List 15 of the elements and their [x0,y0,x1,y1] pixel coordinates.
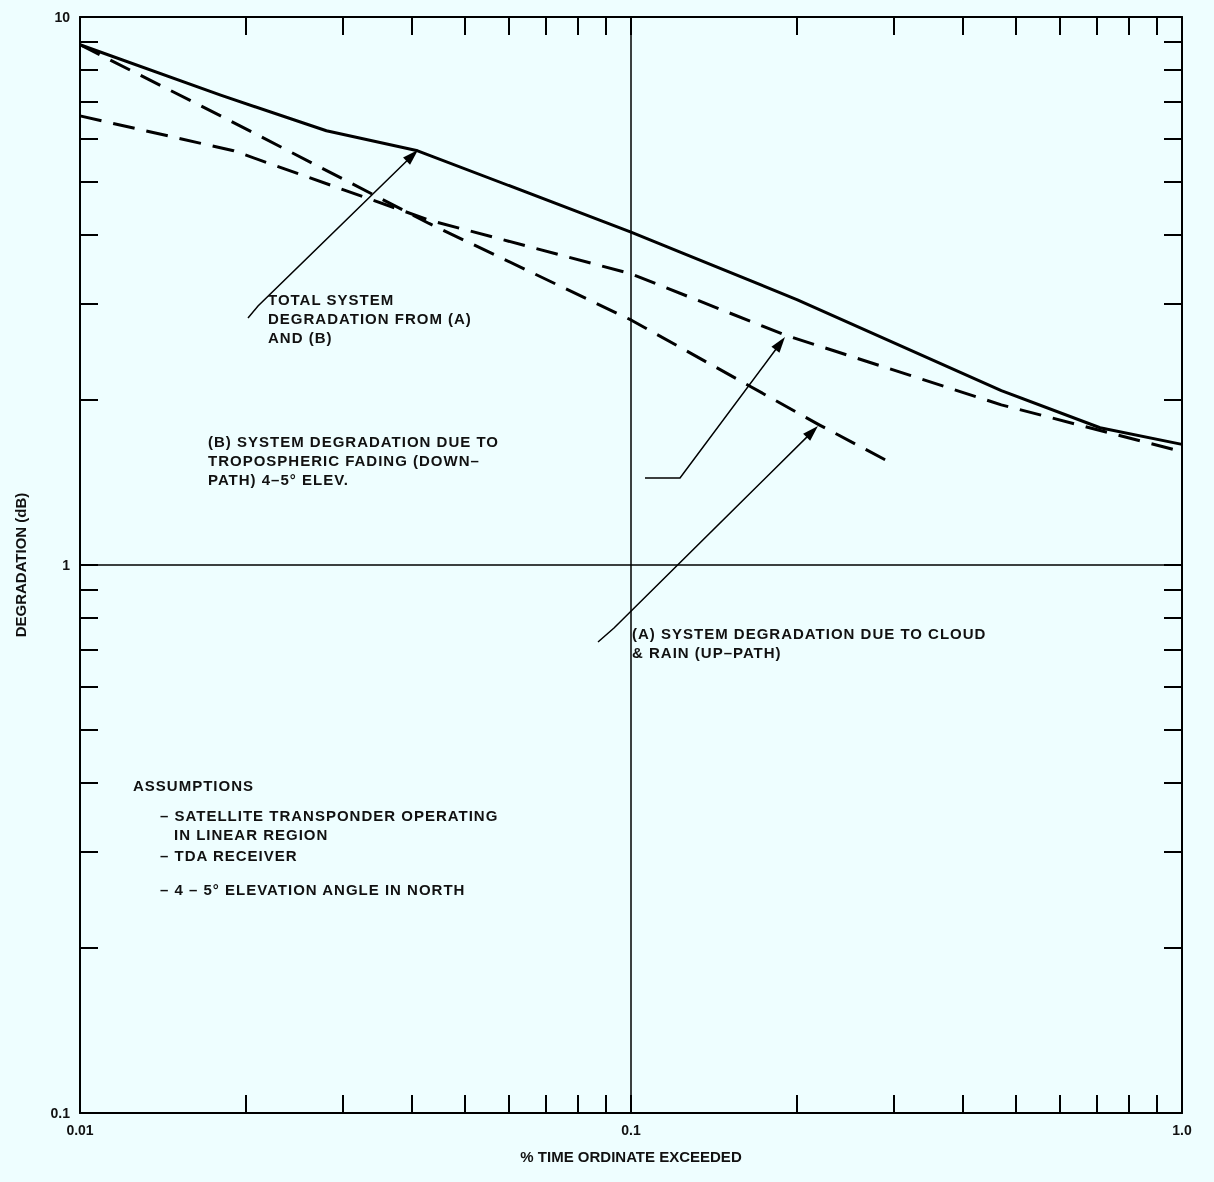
x-tick-label: 0.01 [66,1122,94,1138]
annotation: – SATELLITE TRANSPONDER OPERATING IN LINEAR REGION [160,806,500,844]
annotation: – TDA RECEIVER [160,846,299,865]
annotation: TOTAL SYSTEM DEGRADATION FROM (A) AND (B) [268,290,473,347]
y-axis-title: DEGRADATION (dB) [12,492,29,638]
annotation: (A) SYSTEM DEGRADATION DUE TO CLOUD & RAIN (UP–PATH) [632,624,988,662]
y-tick-label: 0.1 [50,1105,71,1121]
annotation: – 4 – 5° ELEVATION ANGLE IN NORTH [160,880,467,899]
y-tick-label: 1 [62,557,71,573]
x-axis-title: % TIME ORDINATE EXCEEDED [520,1148,742,1165]
y-tick-label: 10 [54,9,71,25]
annotation: ASSUMPTIONS [133,776,255,795]
x-tick-label: 1.0 [1172,1122,1192,1138]
x-tick-label: 0.1 [621,1122,641,1138]
annotation: (B) SYSTEM DEGRADATION DUE TO TROPOSPHERIC FADING (DOWN–PATH) 4–5° ELEV. [208,432,500,489]
